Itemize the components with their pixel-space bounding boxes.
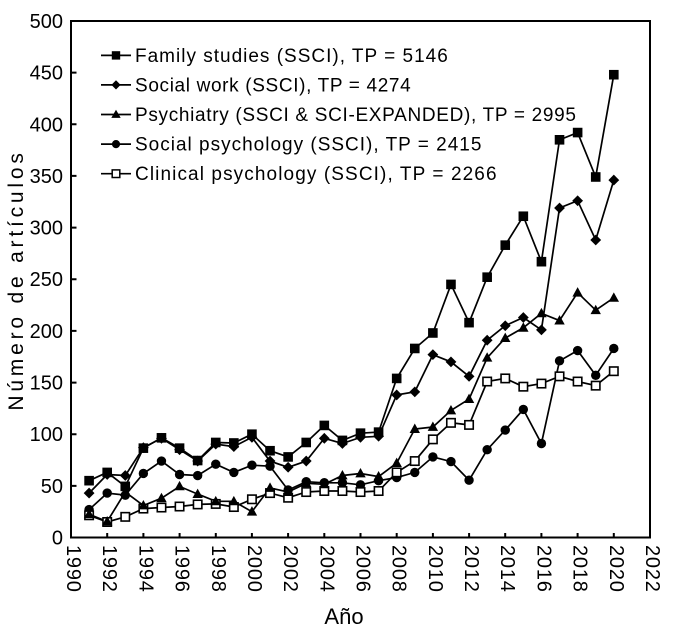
- svg-text:1998: 1998: [207, 545, 229, 593]
- svg-text:450: 450: [30, 63, 63, 85]
- svg-text:50: 50: [41, 476, 63, 498]
- svg-text:1996: 1996: [171, 545, 193, 593]
- svg-text:100: 100: [30, 424, 63, 446]
- svg-text:200: 200: [30, 321, 63, 343]
- svg-text:2018: 2018: [569, 545, 591, 593]
- svg-text:2020: 2020: [605, 545, 627, 593]
- svg-text:1992: 1992: [98, 545, 120, 593]
- svg-text:2006: 2006: [352, 545, 374, 593]
- svg-text:400: 400: [30, 114, 63, 136]
- svg-text:2008: 2008: [388, 545, 410, 593]
- svg-text:Psychiatry (SSCI & SCI-EXPANDE: Psychiatry (SSCI & SCI-EXPANDED), TP = 2…: [135, 105, 577, 126]
- svg-text:150: 150: [30, 373, 63, 395]
- svg-text:1994: 1994: [134, 545, 156, 593]
- svg-text:1990: 1990: [62, 545, 84, 593]
- svg-text:300: 300: [30, 218, 63, 240]
- svg-text:0: 0: [52, 528, 63, 550]
- svg-text:2004: 2004: [315, 545, 337, 593]
- svg-text:Social psychology (SSCI), TP =: Social psychology (SSCI), TP = 2415: [135, 135, 482, 156]
- svg-text:350: 350: [30, 166, 63, 188]
- svg-text:Family studies (SSCI), TP = 51: Family studies (SSCI), TP = 5146: [135, 46, 449, 67]
- svg-text:2016: 2016: [532, 545, 554, 593]
- svg-text:Social work (SSCI), TP = 4274: Social work (SSCI), TP = 4274: [135, 75, 411, 96]
- svg-text:2000: 2000: [243, 545, 265, 593]
- svg-text:2022: 2022: [641, 545, 663, 593]
- svg-text:500: 500: [30, 11, 63, 33]
- svg-text:2010: 2010: [424, 545, 446, 593]
- svg-text:2012: 2012: [460, 545, 482, 593]
- svg-text:Número de artículos: Número de artículos: [5, 149, 28, 410]
- svg-text:Año: Año: [324, 604, 363, 629]
- svg-text:2014: 2014: [496, 545, 518, 593]
- svg-text:2002: 2002: [279, 545, 301, 593]
- svg-text:Clinical psychology (SSCI), TP: Clinical psychology (SSCI), TP = 2266: [135, 164, 498, 185]
- svg-text:250: 250: [30, 269, 63, 291]
